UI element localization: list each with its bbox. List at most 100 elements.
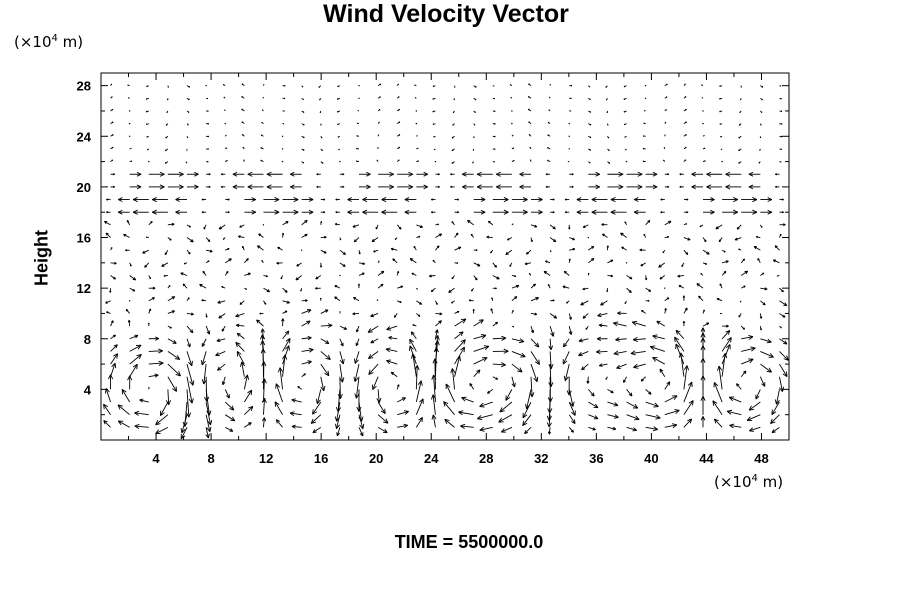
wind-vector: [315, 286, 321, 290]
wind-vector: [416, 235, 421, 238]
wind-vector: [700, 272, 704, 276]
wind-vector: [175, 209, 187, 215]
wind-vector: [607, 401, 619, 407]
wind-vector: [378, 171, 394, 177]
wind-vector: [301, 148, 305, 151]
wind-vector: [261, 259, 264, 264]
wind-vector: [581, 363, 589, 371]
wind-vector: [492, 335, 507, 341]
wind-vector: [548, 338, 554, 351]
wind-vector: [779, 376, 785, 392]
wind-vector: [296, 262, 302, 267]
wind-vector: [664, 297, 670, 302]
wind-vector: [183, 262, 188, 265]
wind-vector: [760, 363, 772, 373]
wind-vector: [507, 237, 513, 241]
wind-vector: [591, 197, 608, 203]
wind-vector: [617, 311, 627, 316]
wind-vector: [511, 147, 515, 150]
wind-vector: [316, 173, 321, 176]
wind-vector: [505, 249, 513, 256]
wind-vector: [412, 324, 417, 327]
wind-vector: [476, 414, 493, 421]
wind-vector: [679, 185, 684, 189]
wind-vector: [145, 123, 149, 126]
wind-vector: [682, 320, 686, 327]
wind-vector: [222, 237, 226, 240]
wind-vector: [683, 198, 689, 201]
wind-vector: [206, 110, 209, 112]
wind-vector: [393, 313, 398, 318]
wind-vector: [335, 198, 340, 201]
wind-vector: [578, 350, 589, 357]
wind-vector: [370, 313, 379, 318]
wind-vector: [525, 249, 532, 255]
wind-vector: [760, 197, 772, 202]
wind-vector: [607, 274, 613, 278]
wind-vector: [377, 414, 389, 424]
wind-vector: [664, 108, 667, 112]
wind-vector: [548, 109, 551, 112]
wind-vector: [473, 319, 484, 327]
wind-vector: [301, 85, 304, 88]
vector-dot: [511, 122, 513, 125]
wind-vector: [295, 275, 302, 281]
wind-vector: [301, 299, 308, 302]
wind-vector: [186, 351, 193, 367]
wind-vector: [757, 258, 761, 264]
wind-vector: [301, 335, 312, 341]
wind-vector: [578, 338, 589, 343]
wind-vector: [315, 275, 322, 280]
wind-vector: [232, 171, 245, 177]
wind-vector: [568, 389, 575, 407]
wind-vector: [775, 185, 780, 189]
wind-vector: [110, 146, 114, 150]
wind-vector: [396, 159, 400, 162]
wind-vector: [760, 300, 766, 306]
wind-vector: [569, 185, 574, 189]
wind-vector: [409, 258, 417, 264]
wind-vector: [144, 262, 150, 268]
wind-vector: [605, 98, 608, 101]
wind-vector: [377, 83, 382, 87]
wind-vector: [166, 110, 169, 114]
wind-vector: [339, 311, 341, 314]
wind-vector: [740, 370, 747, 378]
wind-vector: [569, 110, 572, 112]
wind-vector: [588, 161, 591, 164]
wind-vector: [713, 418, 723, 428]
wind-vector: [371, 237, 379, 243]
wind-vector: [159, 401, 169, 416]
wind-vector: [454, 246, 462, 251]
vector-dot: [702, 122, 704, 125]
x-tick-label: 36: [589, 451, 603, 466]
x-tick-label: 16: [314, 451, 328, 466]
wind-vector: [511, 325, 515, 328]
wind-vector: [613, 350, 627, 356]
wind-vector: [728, 396, 742, 403]
wind-vector: [224, 389, 230, 399]
wind-vector: [199, 283, 207, 289]
wind-vector: [606, 245, 609, 251]
wind-vector: [511, 134, 514, 137]
wind-vector: [779, 123, 783, 125]
wind-vector: [392, 258, 398, 264]
wind-vector: [110, 185, 115, 189]
wind-vector: [473, 275, 478, 281]
vector-dot: [568, 148, 570, 150]
wind-vector: [568, 224, 571, 230]
wind-vector: [416, 184, 428, 190]
wind-vector: [487, 220, 494, 226]
wind-vector: [148, 308, 152, 314]
wind-vector: [698, 295, 704, 302]
wind-vector: [683, 381, 693, 403]
wind-vector: [301, 123, 305, 126]
wind-vector: [492, 97, 496, 100]
wind-vector: [487, 389, 494, 394]
wind-vector: [205, 325, 211, 335]
wind-vector: [129, 344, 142, 352]
wind-vector: [180, 414, 188, 434]
wind-vector: [320, 363, 330, 377]
wind-vector: [244, 422, 252, 428]
wind-vector: [435, 173, 440, 176]
